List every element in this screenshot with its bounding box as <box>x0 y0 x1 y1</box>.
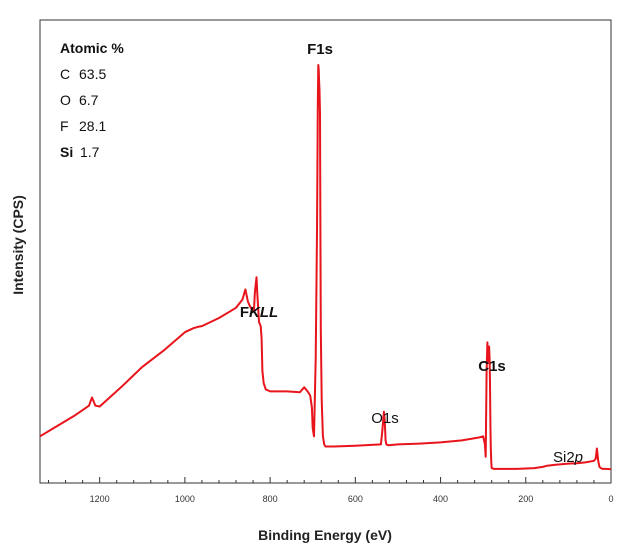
peak-label-o1s: O1s <box>371 410 399 427</box>
peak-label-fkll-f: F <box>240 304 249 321</box>
legend-value-o: 6.7 <box>79 92 99 108</box>
legend-value-f: 28.1 <box>79 118 106 134</box>
atomic-percent-legend: Atomic % C 63.5 O 6.7 F 28.1 Si 1.7 <box>60 40 124 160</box>
peak-label-fkll-kll: KLL <box>249 304 278 321</box>
spectrum-line <box>39 64 612 471</box>
legend-element-f: F <box>60 118 69 134</box>
legend-value-si: 1.7 <box>80 144 100 160</box>
x-tick-label: 800 <box>263 494 278 504</box>
x-tick-label: 400 <box>433 494 448 504</box>
x-tick-label: 200 <box>518 494 533 504</box>
x-tick-label: 1000 <box>175 494 195 504</box>
x-axis-tick-labels: 1200 1000 800 600 400 200 0 <box>90 494 614 504</box>
peak-label-si2p-orbital: p <box>574 449 583 466</box>
y-axis-title: Intensity (CPS) <box>10 195 26 295</box>
x-tick-label: 1200 <box>90 494 110 504</box>
legend-element-o: O <box>60 92 71 108</box>
peak-label-f1s: F1s <box>307 41 333 58</box>
legend-rows: C 63.5 O 6.7 F 28.1 Si 1.7 <box>60 66 106 160</box>
peak-label-si2p-main: Si2 <box>553 449 575 466</box>
plot-frame <box>39 19 612 484</box>
peak-label-si2p: Si2p <box>553 449 583 466</box>
peak-annotations: F1s FKLL O1s C1s Si2p <box>240 41 583 466</box>
x-tick-label: 600 <box>348 494 363 504</box>
x-axis-title: Binding Energy (eV) <box>258 527 392 543</box>
legend-element-c: C <box>60 66 70 82</box>
legend-value-c: 63.5 <box>79 66 106 82</box>
legend-element-si: Si <box>60 144 73 160</box>
peak-label-c1s: C1s <box>478 358 506 375</box>
peak-label-fkll: FKLL <box>240 304 278 321</box>
x-tick-label: 0 <box>608 494 613 504</box>
x-axis-ticks <box>48 477 612 483</box>
legend-title: Atomic % <box>60 40 124 56</box>
